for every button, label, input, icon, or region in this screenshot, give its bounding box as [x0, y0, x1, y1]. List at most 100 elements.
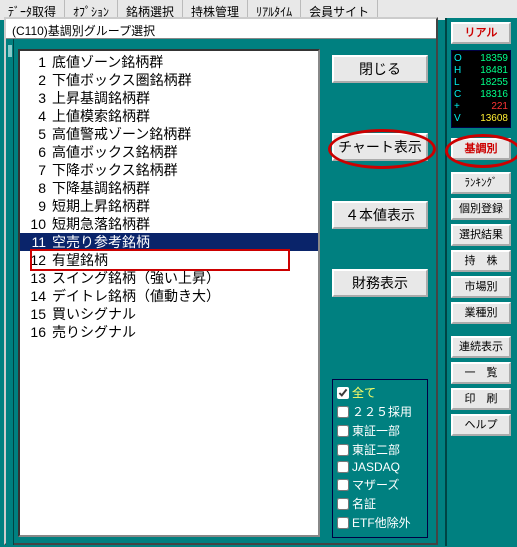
- list-item[interactable]: 3 上昇基調銘柄群: [20, 89, 318, 107]
- sidebar-print-button[interactable]: 印 刷: [451, 388, 511, 410]
- market-filter-group: 全て ２２５採用東証一部東証二部 JASDAQ マザーズ名証 ETF他除外: [332, 379, 428, 538]
- list-item-number: 10: [24, 215, 46, 233]
- finance-button[interactable]: 財務表示: [332, 269, 428, 297]
- ticker-label: C: [454, 89, 461, 101]
- sidebar-help-button[interactable]: ヘルプ: [451, 414, 511, 436]
- ticker-value: 18481: [480, 65, 508, 77]
- list-item[interactable]: 7下降ボックス銘柄群: [20, 161, 318, 179]
- list-item-number: 6: [24, 143, 46, 161]
- list-item[interactable]: 9短期上昇銘柄群: [20, 197, 318, 215]
- filter-checkbox-mz[interactable]: マザーズ: [337, 476, 423, 493]
- ticker-row: L18255: [454, 77, 508, 89]
- list-item-label: 高値ボックス銘柄群: [52, 144, 178, 160]
- checkbox-input[interactable]: [337, 406, 349, 418]
- list-item-number: 5: [24, 125, 46, 143]
- list-item[interactable]: 8 下降基調銘柄群: [20, 179, 318, 197]
- list-item[interactable]: 5 高値警戒ゾーン銘柄群: [20, 125, 318, 143]
- filter-checkbox-jq[interactable]: JASDAQ: [337, 460, 423, 474]
- list-item-number: 4: [24, 107, 46, 125]
- filter-checkbox-n225[interactable]: ２２５採用: [337, 403, 423, 420]
- dialog-left-grip[interactable]: [6, 39, 14, 545]
- four-value-button[interactable]: ４本値表示: [332, 201, 428, 229]
- list-item[interactable]: 10 短期急落銘柄群: [20, 215, 318, 233]
- list-item[interactable]: 4 上値模索銘柄群: [20, 107, 318, 125]
- list-item[interactable]: 12有望銘柄: [20, 251, 318, 269]
- list-item-number: 9: [24, 197, 46, 215]
- list-item-number: 1: [24, 53, 46, 71]
- filter-checkbox-all[interactable]: 全て: [337, 384, 423, 401]
- sidebar-panel: リアル O 18359H18481L18255C 18316 +221V13608 基…: [445, 18, 517, 546]
- ticker-label: +: [454, 101, 460, 113]
- list-item[interactable]: 6 高値ボックス銘柄群: [20, 143, 318, 161]
- checkbox-label: ２２５採用: [352, 403, 412, 420]
- ticker-label: V: [454, 113, 461, 125]
- group-listbox[interactable]: 1底値ゾーン銘柄群2下値ボックス圏銘柄群3 上昇基調銘柄群 4 上値模索銘柄群 5 高値警…: [18, 49, 320, 537]
- close-button[interactable]: 閉じる: [332, 55, 428, 83]
- price-ticker: O 18359H18481L18255C 18316 +221V13608: [451, 50, 511, 128]
- checkbox-input[interactable]: [337, 517, 349, 529]
- ticker-row: V13608: [454, 113, 508, 125]
- checkbox-label: JASDAQ: [352, 460, 400, 474]
- chart-display-button[interactable]: チャート表示: [332, 133, 428, 161]
- checkbox-label: マザーズ: [352, 476, 399, 493]
- list-item-label: 上値模索銘柄群: [52, 108, 150, 124]
- sidebar-market-button[interactable]: 市場別: [451, 276, 511, 298]
- list-item[interactable]: 14 デイトレ銘柄（値動き大）: [20, 287, 318, 305]
- filter-checkbox-t1[interactable]: 東証一部: [337, 422, 423, 439]
- ticker-row: C 18316: [454, 89, 508, 101]
- sidebar-real-button[interactable]: リアル: [451, 22, 511, 44]
- checkbox-input[interactable]: [337, 479, 349, 491]
- list-item-label: スイング銘柄（強い上昇）: [52, 270, 220, 286]
- checkbox-input[interactable]: [337, 387, 349, 399]
- ticker-value: 18255: [480, 77, 508, 89]
- ticker-label: O: [454, 53, 462, 65]
- filter-checkbox-mei[interactable]: 名証: [337, 495, 423, 512]
- list-item-number: 16: [24, 323, 46, 341]
- list-item-number: 13: [24, 269, 46, 287]
- checkbox-input[interactable]: [337, 444, 349, 456]
- checkbox-label: 名証: [352, 495, 376, 512]
- list-item-label: 買いシグナル: [52, 306, 136, 322]
- list-item-number: 2: [24, 71, 46, 89]
- list-item-label: 上昇基調銘柄群: [52, 90, 150, 106]
- list-item-label: 下降ボックス銘柄群: [52, 162, 178, 178]
- ticker-value: 18316: [480, 89, 508, 101]
- checkbox-input[interactable]: [337, 498, 349, 510]
- list-item[interactable]: 16 売りシグナル: [20, 323, 318, 341]
- list-item-label: 売りシグナル: [52, 324, 136, 340]
- list-item-number: 14: [24, 287, 46, 305]
- list-item[interactable]: 1底値ゾーン銘柄群: [20, 53, 318, 71]
- checkbox-label: 東証一部: [352, 422, 400, 439]
- list-item-number: 3: [24, 89, 46, 107]
- list-item-number: 8: [24, 179, 46, 197]
- sidebar-cont-button[interactable]: 連続表示: [451, 336, 511, 358]
- list-item[interactable]: 11空売り参考銘柄: [20, 233, 318, 251]
- sidebar-sector-button[interactable]: 業種別: [451, 302, 511, 324]
- action-button-column: 閉じる チャート表示 ４本値表示 財務表示: [332, 55, 428, 317]
- checkbox-label: 全て: [352, 384, 376, 401]
- ticker-row: O 18359: [454, 53, 508, 65]
- sidebar-hold-button[interactable]: 持 株: [451, 250, 511, 272]
- ticker-value: 221: [491, 101, 508, 113]
- list-item-label: 空売り参考銘柄: [52, 234, 150, 250]
- list-item-label: 下降基調銘柄群: [52, 180, 150, 196]
- sidebar-rank-button[interactable]: ﾗﾝｷﾝｸﾞ: [451, 172, 511, 194]
- list-item-label: 高値警戒ゾーン銘柄群: [52, 126, 191, 142]
- checkbox-label: 東証二部: [352, 441, 400, 458]
- list-item-label: 短期急落銘柄群: [52, 216, 150, 232]
- filter-checkbox-etf[interactable]: ETF他除外: [337, 514, 423, 531]
- list-item-label: デイトレ銘柄（値動き大）: [52, 288, 220, 304]
- checkbox-input[interactable]: [337, 425, 349, 437]
- sidebar-selres-button[interactable]: 選択結果: [451, 224, 511, 246]
- list-item[interactable]: 13 スイング銘柄（強い上昇）: [20, 269, 318, 287]
- sidebar-buttons: 基調別 ﾗﾝｷﾝｸﾞ 個別登録選択結果持 株市場別業種別連続表示一 覧印 刷ヘルプ: [451, 138, 513, 436]
- sidebar-indiv-button[interactable]: 個別登録: [451, 198, 511, 220]
- list-item[interactable]: 2下値ボックス圏銘柄群: [20, 71, 318, 89]
- filter-checkbox-t2[interactable]: 東証二部: [337, 441, 423, 458]
- sidebar-kicho-button[interactable]: 基調別: [451, 138, 511, 160]
- ticker-row: H18481: [454, 65, 508, 77]
- sidebar-list-button[interactable]: 一 覧: [451, 362, 511, 384]
- list-item[interactable]: 15買いシグナル: [20, 305, 318, 323]
- checkbox-input[interactable]: [337, 461, 349, 473]
- ticker-value: 18359: [480, 53, 508, 65]
